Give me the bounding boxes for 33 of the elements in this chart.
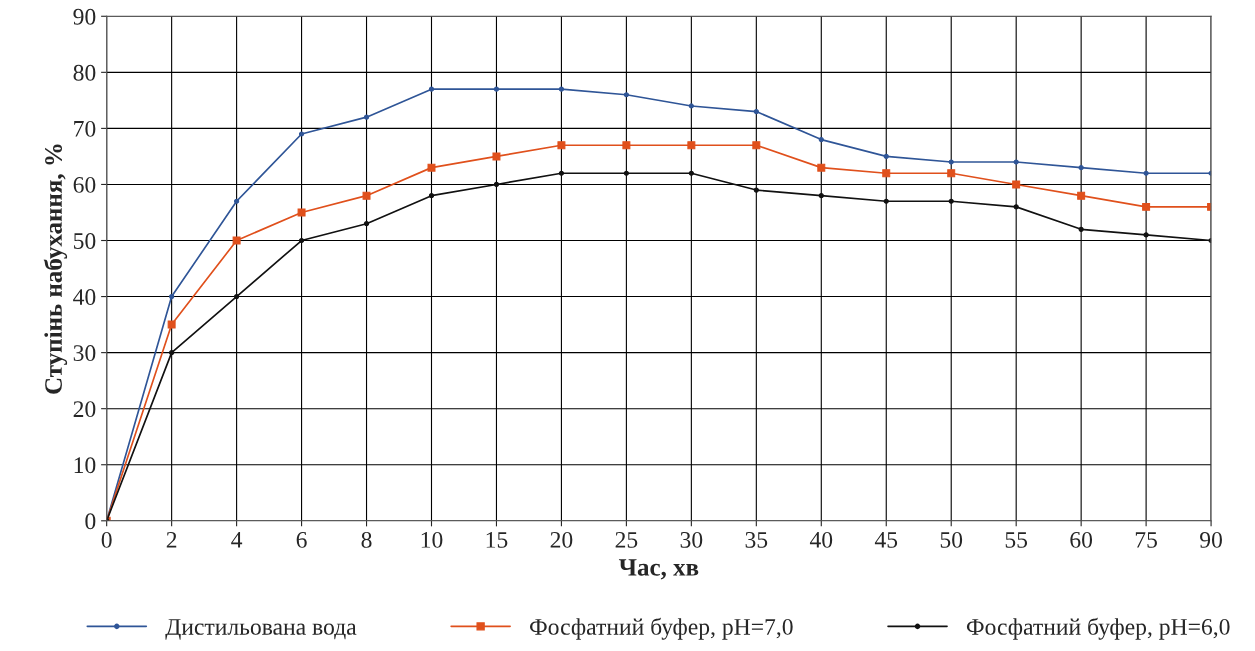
x-tick-label: 0 — [101, 531, 112, 548]
x-tick-label: 50 — [940, 531, 963, 548]
y-tick-label: 60 — [73, 176, 96, 193]
y-tick-label: 40 — [73, 289, 96, 305]
x-tick-label: 4 — [231, 532, 243, 548]
x-tick-label: 6 — [296, 531, 307, 548]
x-tick-label: 60 — [1070, 531, 1093, 548]
legend-label: Дистильована вода — [165, 619, 357, 640]
y-tick-label: 70 — [74, 120, 96, 137]
x-tick-label: 20 — [550, 531, 573, 548]
x-tick-label: 35 — [745, 531, 768, 548]
x-tick-label: 10 — [421, 531, 443, 548]
y-tick-label: 50 — [74, 233, 96, 249]
y-tick-label: 0 — [85, 513, 96, 530]
y-axis-title: Ступінь набухання, % — [43, 144, 68, 394]
x-tick-label: 8 — [361, 531, 372, 548]
y-tick-label: 80 — [73, 64, 96, 81]
x-tick-label: 30 — [680, 531, 703, 548]
y-tick-label: 30 — [73, 345, 96, 362]
x-tick-label: 15 — [486, 532, 508, 548]
x-axis-title: Час, хв — [618, 559, 699, 580]
y-tick-label: 90 — [73, 8, 96, 25]
legend-label: Фосфатний буфер, pH=6,0 — [966, 617, 1230, 640]
y-tick-label: 20 — [73, 401, 96, 418]
x-tick-label: 75 — [1135, 532, 1157, 548]
x-tick-label: 40 — [809, 531, 833, 548]
legend-label: Фосфатний буфер, pH=7,0 — [530, 617, 793, 640]
x-tick-label: 2 — [166, 531, 177, 548]
x-tick-label: 25 — [615, 531, 638, 548]
x-tick-label: 55 — [1005, 532, 1028, 548]
x-tick-label: 90 — [1200, 531, 1222, 548]
x-tick-label: 45 — [874, 532, 898, 548]
y-tick-label: 10 — [74, 457, 96, 474]
